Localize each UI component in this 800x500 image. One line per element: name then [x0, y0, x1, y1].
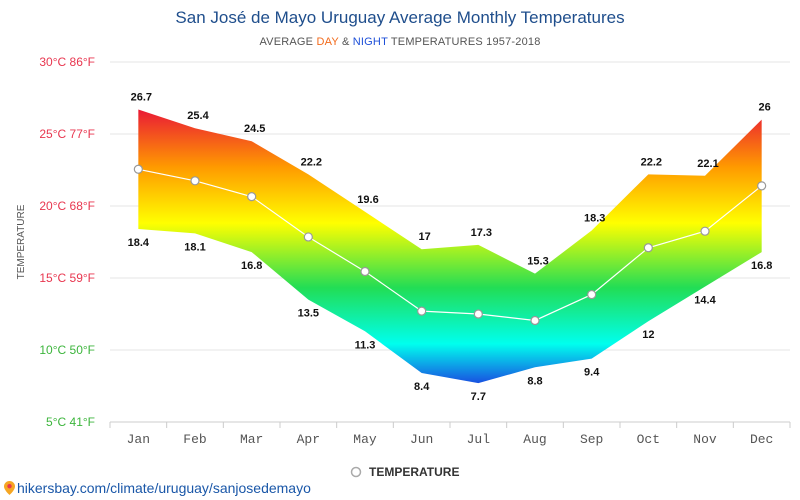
x-tick-label: Sep — [580, 432, 603, 447]
night-value-label: 18.1 — [184, 241, 205, 253]
chart-subtitle: AVERAGE DAY & NIGHT TEMPERATURES 1957-20… — [0, 36, 800, 48]
night-value-label: 12 — [642, 329, 654, 341]
average-temperature-line — [138, 168, 763, 322]
temperature-range-area — [138, 109, 762, 384]
average-point — [530, 315, 540, 326]
average-point — [757, 181, 767, 191]
day-value-label: 22.2 — [301, 156, 322, 168]
day-value-label: 24.5 — [244, 123, 265, 135]
day-value-label: 19.6 — [357, 194, 378, 206]
x-tick-label: Nov — [693, 432, 717, 447]
night-value-label: 16.8 — [751, 260, 772, 272]
night-value-label: 9.4 — [584, 367, 600, 379]
y-tick-label: 25°C 77°F — [39, 127, 95, 141]
night-value-label: 13.5 — [298, 308, 319, 320]
day-value-label: 26 — [759, 102, 771, 114]
day-value-label: 26.7 — [131, 92, 152, 104]
legend-label: TEMPERATURE — [369, 465, 459, 479]
average-point — [643, 243, 653, 253]
subtitle-and: & — [341, 36, 350, 48]
average-point — [587, 289, 597, 300]
subtitle-day: DAY — [316, 36, 339, 48]
night-value-label: 11.3 — [355, 339, 376, 351]
night-value-label: 8.4 — [414, 381, 430, 393]
average-point — [247, 192, 257, 202]
day-value-label: 15.3 — [527, 256, 548, 268]
x-tick-label: Dec — [750, 432, 773, 447]
y-axis-title: TEMPERATURE — [16, 204, 27, 279]
location-pin-icon — [4, 481, 15, 495]
x-tick-label: Mar — [240, 432, 263, 447]
average-point — [190, 176, 200, 186]
day-value-label: 18.3 — [584, 212, 605, 224]
legend-marker — [350, 466, 362, 478]
x-tick-label: Jan — [127, 432, 150, 447]
subtitle-suffix: TEMPERATURES 1957-2018 — [390, 36, 541, 48]
day-value-label: 22.2 — [641, 156, 662, 168]
chart-title: San José de Mayo Uruguay Average Monthly… — [175, 8, 625, 27]
average-point — [700, 226, 710, 236]
day-value-label: 17 — [419, 231, 431, 243]
night-value-label: 14.4 — [694, 295, 716, 307]
night-value-label: 7.7 — [471, 391, 486, 403]
x-tick-label: Jul — [467, 432, 491, 447]
x-tick-label: Apr — [297, 432, 320, 447]
day-value-label: 25.4 — [187, 110, 209, 122]
x-tick-label: Jun — [410, 432, 433, 447]
day-value-label: 22.1 — [697, 158, 718, 170]
average-point — [360, 266, 370, 277]
source-url: hikersbay.com/climate/uruguay/sanjosedem… — [17, 480, 311, 496]
night-value-label: 16.8 — [241, 260, 262, 272]
subtitle-night: NIGHT — [352, 36, 388, 48]
y-tick-label: 5°C 41°F — [46, 415, 95, 429]
x-tick-label: May — [353, 432, 377, 447]
x-tick-label: Oct — [637, 432, 660, 447]
night-value-label: 18.4 — [128, 237, 150, 249]
average-point — [303, 232, 313, 242]
y-tick-label: 30°C 86°F — [39, 55, 95, 69]
y-tick-label: 20°C 68°F — [39, 199, 95, 213]
x-tick-label: Feb — [183, 432, 206, 447]
y-tick-label: 10°C 50°F — [39, 343, 95, 357]
x-tick-label: Aug — [523, 432, 546, 447]
average-point — [133, 164, 143, 174]
average-point — [417, 306, 427, 316]
average-point — [473, 309, 483, 319]
day-value-label: 17.3 — [471, 227, 492, 239]
subtitle-prefix: AVERAGE — [259, 36, 314, 48]
source-link[interactable]: hikersbay.com/climate/uruguay/sanjosedem… — [4, 480, 311, 496]
night-value-label: 8.8 — [527, 375, 542, 387]
y-tick-label: 15°C 59°F — [39, 271, 95, 285]
